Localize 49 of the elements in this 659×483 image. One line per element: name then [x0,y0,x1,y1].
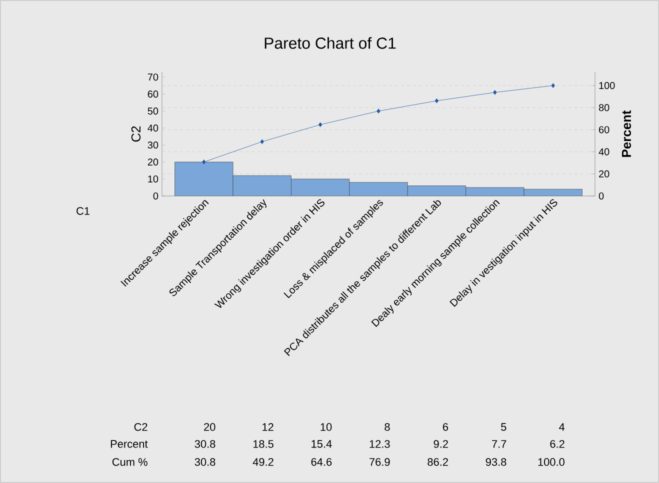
y2-tick-label: 20 [599,170,610,178]
data-label: 76.9 [370,458,390,466]
data-label: 49.2 [252,458,274,466]
text: 9.2 [434,440,448,448]
text: 7.7 [492,440,506,448]
y-tick-label: 50 [148,108,158,115]
y-tick-label: 20 [148,158,158,166]
data-label: 6 [442,423,448,431]
x-axis-title: C1 [76,207,90,215]
y-tick-label: 0 [153,192,158,200]
point [318,122,322,128]
data-label: 86.2 [428,458,448,466]
data-label: 12 [262,423,274,431]
y2-tick-label: 60 [599,126,610,134]
data-label: 30.8 [194,458,216,466]
text: C2 [134,423,148,431]
point [551,83,555,88]
data-label: 5 [501,423,506,431]
text: 6.2 [550,440,564,448]
text: 30.8 [194,440,216,448]
text: 15.4 [312,440,332,448]
data-label: 10 [320,423,332,431]
y-axis-title: C2 [131,126,141,142]
data-label: 93.8 [486,458,506,466]
data-label: 100.0 [538,458,564,466]
point [260,139,264,144]
data-label: 20 [204,423,216,431]
y2-tick-label: 80 [598,104,610,112]
y2-tick-label: 0 [598,192,604,200]
data-label: 8 [384,423,390,431]
y2-tick-label: 100 [599,82,615,90]
point [493,90,497,95]
text: Cum % [112,458,148,466]
y-tick-label: 70 [148,74,158,81]
data-label: 4 [559,423,565,431]
text: 12.3 [370,440,390,448]
text: Percent [110,440,148,448]
y2-tick-label: 40 [598,148,610,156]
y-tick-label: 60 [148,90,158,98]
chart-title: Pareto Chart of C1 [264,37,396,49]
point [376,108,380,114]
y-tick-label: 10 [148,175,158,183]
data-label: 64.6 [311,458,332,466]
text: 18.5 [253,440,274,448]
point [434,98,439,104]
y2-axis-title: Percent [622,110,632,157]
y-tick-label: 40 [148,124,158,132]
y-tick-label: 30 [148,142,158,149]
point [202,160,206,164]
